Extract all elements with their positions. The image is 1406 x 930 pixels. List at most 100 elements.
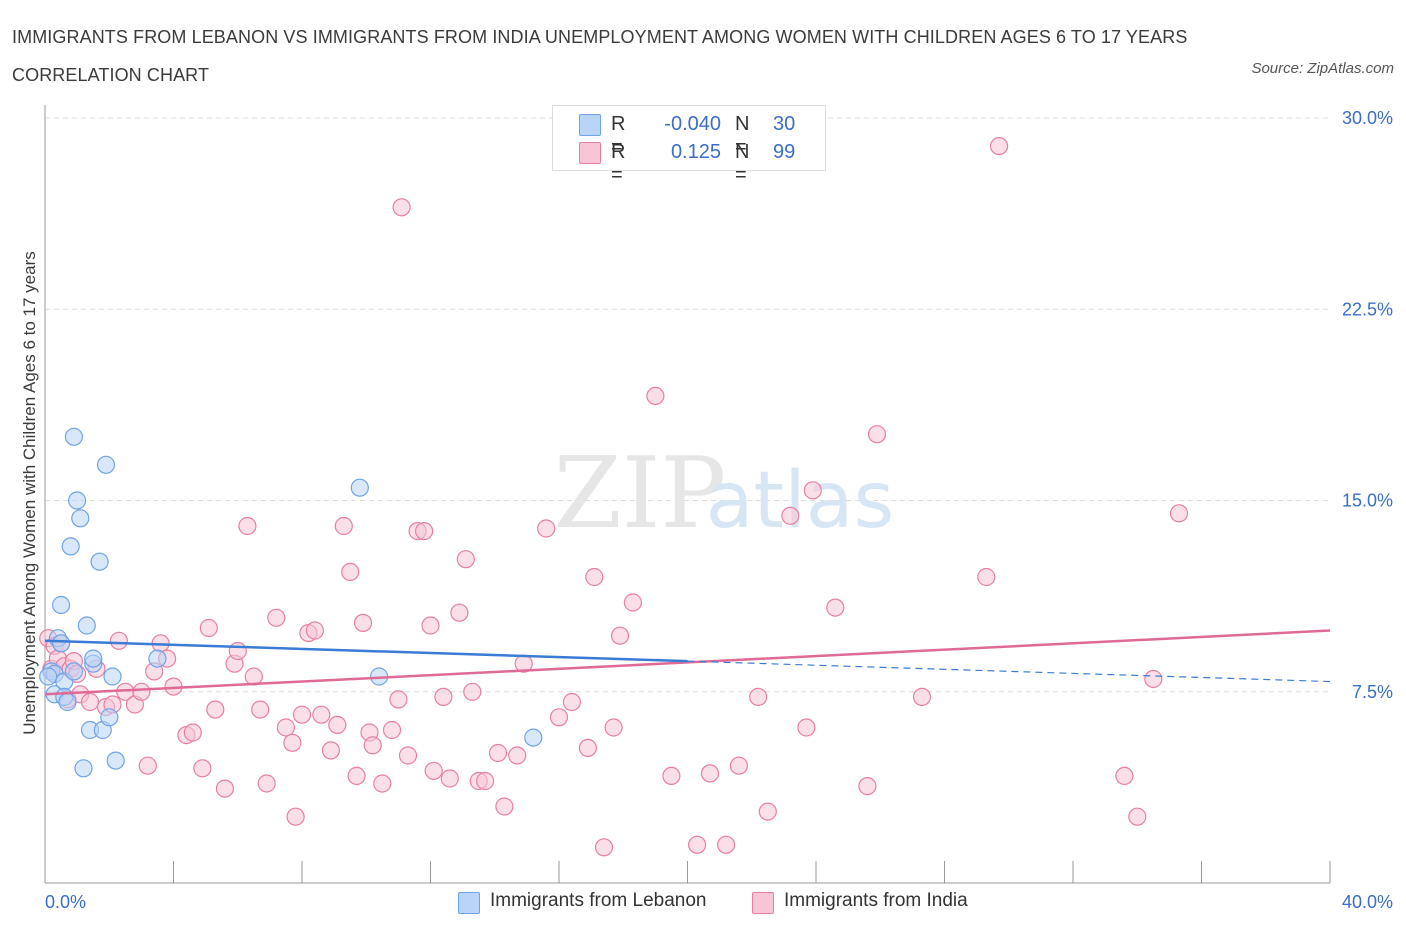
lebanon-point	[58, 692, 77, 712]
india-point	[781, 506, 800, 525]
india-point	[305, 621, 324, 640]
legend-r-label: R =	[611, 113, 626, 158]
x-tick-labels: 0.0% 40.0%	[45, 892, 1393, 912]
india-point	[347, 766, 366, 786]
lebanon-point	[103, 667, 122, 686]
lebanon-trend-line	[44, 639, 688, 663]
india-point	[623, 593, 643, 612]
legend-n-label: N =	[735, 113, 750, 158]
watermark-zip: ZIP	[554, 437, 727, 551]
india-point	[238, 516, 257, 536]
india-point	[578, 738, 598, 758]
india-point	[867, 425, 887, 444]
india-point	[662, 766, 681, 786]
y-tick-label: 15.0%	[1342, 491, 1393, 511]
y-tick-labels: 7.5% 15.0% 22.5% 30.0%	[1342, 108, 1393, 702]
legend-r-label: R =	[611, 141, 626, 186]
india-point	[716, 835, 736, 854]
india-point	[398, 746, 418, 765]
x-tick-label: 0.0%	[45, 892, 86, 912]
india-point	[549, 708, 569, 727]
india-point	[488, 743, 508, 763]
legend-n-value: 99	[773, 141, 796, 163]
source-label: Source: ZipAtlas.com	[1251, 60, 1394, 77]
india-point	[341, 562, 360, 582]
india-point	[456, 550, 475, 569]
india-point	[228, 641, 247, 661]
india-point	[312, 705, 331, 724]
india-point	[257, 774, 276, 793]
trend-lines	[44, 629, 1331, 696]
india-point	[80, 692, 100, 712]
lebanon-point	[96, 455, 116, 474]
india-point	[826, 598, 845, 617]
india-point	[276, 718, 295, 737]
india-point	[646, 386, 665, 405]
lebanon-point	[100, 708, 119, 727]
india-point	[476, 771, 495, 791]
india-point	[286, 807, 305, 826]
lebanon-point	[51, 595, 71, 615]
india-point	[251, 700, 270, 719]
india-point	[424, 761, 443, 780]
india-point	[749, 687, 768, 707]
india-point	[508, 746, 527, 765]
stats-legend: R = -0.040 N = 30 R = 0.125 N = 99	[552, 105, 826, 186]
lebanon-point	[64, 662, 84, 681]
india-point	[687, 835, 707, 854]
india-point	[585, 567, 604, 587]
legend-swatch-india	[579, 142, 601, 164]
india-point	[199, 618, 218, 638]
india-point	[415, 521, 434, 541]
lebanon-point	[84, 649, 103, 668]
india-point	[858, 776, 877, 796]
india-point	[1144, 669, 1163, 689]
legend-swatch-lebanon	[579, 114, 601, 136]
india-point	[138, 756, 157, 775]
india-point	[215, 779, 234, 798]
lebanon-point	[39, 667, 58, 686]
india-trend-line	[44, 629, 1331, 696]
india-point	[604, 718, 623, 737]
india-point	[758, 802, 777, 821]
india-point	[1115, 766, 1134, 786]
india-point	[183, 723, 202, 742]
lebanon-point	[350, 478, 369, 497]
india-point	[321, 741, 340, 760]
y-tick-label: 7.5%	[1352, 682, 1393, 702]
lebanon-point	[106, 751, 125, 770]
india-point	[440, 769, 459, 788]
lebanon-point	[148, 649, 167, 668]
legend-r-value: 0.125	[670, 141, 721, 163]
lebanon-point	[71, 509, 90, 528]
india-point	[594, 838, 614, 857]
india-point	[463, 682, 482, 701]
india-point	[700, 764, 720, 783]
india-point	[328, 715, 347, 735]
india-point	[392, 198, 411, 217]
india-point	[610, 626, 630, 645]
india-point	[989, 137, 1009, 156]
india-point	[912, 687, 932, 707]
grid-lines	[45, 117, 1330, 693]
india-point	[363, 736, 382, 755]
india-point	[382, 720, 402, 740]
india-point	[283, 733, 302, 752]
india-point	[267, 608, 286, 627]
india-point	[353, 613, 373, 633]
lebanon-point	[74, 759, 93, 778]
y-tick-label: 22.5%	[1342, 299, 1393, 319]
legend-n-value: 30	[773, 113, 796, 135]
watermark-atlas: atlas	[706, 456, 895, 546]
legend-r-value: -0.040	[664, 113, 721, 135]
india-point	[977, 567, 996, 587]
lebanon-point	[77, 616, 96, 635]
series-lebanon-points	[39, 427, 543, 778]
bottom-legend-swatch-india	[752, 892, 774, 914]
india-point	[109, 631, 129, 650]
india-point	[797, 718, 816, 737]
india-point	[334, 516, 353, 536]
axes	[44, 105, 1331, 884]
lebanon-point	[64, 427, 84, 446]
lebanon-point	[524, 728, 543, 747]
